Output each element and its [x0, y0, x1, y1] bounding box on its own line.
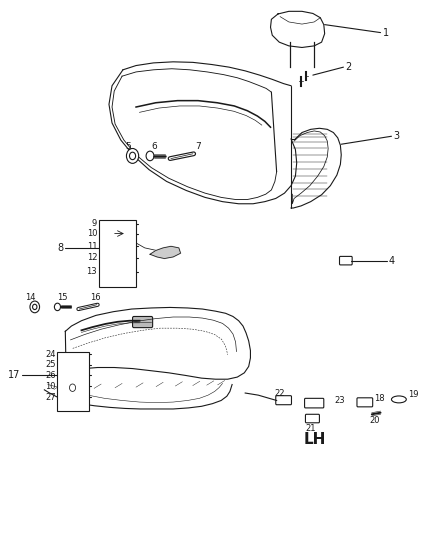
Text: 18: 18: [374, 394, 385, 403]
Text: 25: 25: [45, 360, 56, 369]
FancyBboxPatch shape: [339, 256, 352, 265]
Text: 15: 15: [57, 293, 68, 302]
Circle shape: [54, 303, 60, 311]
Text: 8: 8: [57, 243, 64, 253]
Text: 21: 21: [305, 424, 316, 433]
Text: 22: 22: [275, 389, 286, 398]
Text: 12: 12: [87, 254, 97, 262]
Text: 4: 4: [389, 256, 395, 265]
Text: 1: 1: [383, 28, 389, 38]
Text: 9: 9: [92, 220, 97, 229]
FancyBboxPatch shape: [305, 414, 319, 423]
Text: 26: 26: [45, 371, 56, 380]
Bar: [99, 220, 136, 287]
Circle shape: [146, 151, 154, 161]
Polygon shape: [150, 246, 180, 259]
FancyBboxPatch shape: [276, 395, 291, 405]
Circle shape: [70, 384, 76, 391]
Circle shape: [127, 149, 139, 164]
FancyBboxPatch shape: [133, 317, 152, 328]
Text: 19: 19: [408, 390, 418, 399]
Text: 2: 2: [346, 62, 352, 72]
Text: 16: 16: [91, 293, 101, 302]
Bar: [57, 352, 89, 411]
Text: LH: LH: [304, 432, 326, 447]
Text: 20: 20: [369, 416, 380, 425]
Text: 6: 6: [152, 142, 157, 151]
Text: 13: 13: [87, 268, 97, 276]
Text: 7: 7: [195, 142, 201, 151]
Ellipse shape: [392, 396, 406, 403]
Text: 14: 14: [25, 293, 35, 302]
Text: 27: 27: [45, 393, 56, 402]
Text: 10: 10: [87, 229, 97, 238]
Text: 10: 10: [45, 382, 56, 391]
Circle shape: [130, 152, 136, 160]
FancyBboxPatch shape: [304, 398, 324, 408]
Text: 24: 24: [45, 350, 56, 359]
Text: 23: 23: [334, 396, 345, 405]
Circle shape: [32, 304, 37, 310]
FancyBboxPatch shape: [357, 398, 373, 407]
Circle shape: [30, 301, 39, 313]
Text: 5: 5: [125, 142, 131, 151]
Text: 11: 11: [87, 242, 97, 251]
Text: 17: 17: [7, 370, 20, 381]
Text: 3: 3: [394, 131, 400, 141]
